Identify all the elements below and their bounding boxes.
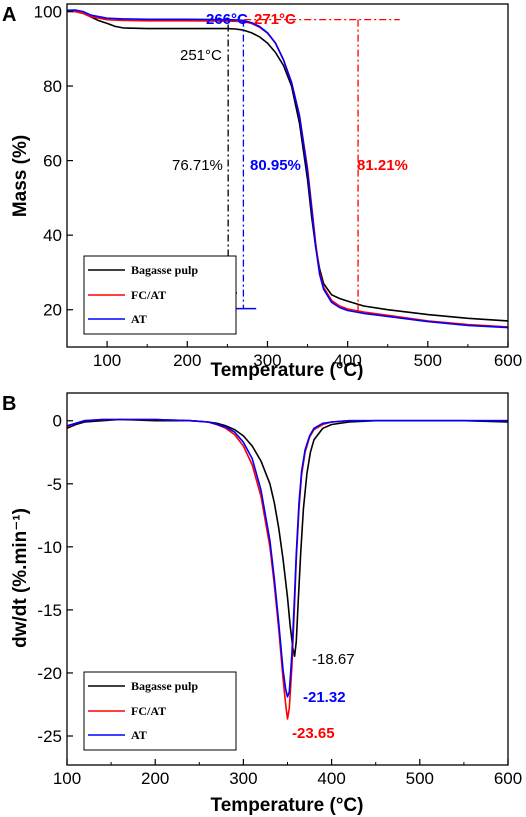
panel-b-x-tick-label-200: 200 (141, 769, 169, 788)
panel-a-x-tick-label-200: 200 (173, 351, 201, 370)
panel-b-x-tick-label-100: 100 (53, 769, 81, 788)
panel-b-y-tick-label-15: -15 (37, 601, 62, 620)
panel-b-y-tick-label-20: -20 (37, 664, 62, 683)
panel-a-annotations: 251°C 266°C 271°C 76.71% 80.95% 81.21% (172, 11, 408, 174)
panel-b-letter: B (2, 393, 16, 415)
panel-a-legend: Bagasse pulp FC/AT AT (83, 255, 237, 335)
panel-a-x-tick-label-400: 400 (333, 351, 361, 370)
panel-a-series (66, 9, 509, 329)
legend-label-at: AT (131, 312, 147, 326)
panel-b: B 100 200 300 400 500 600 0 -5 -10 -15 -20 -25 Temp… (2, 392, 522, 816)
panel-a-y-tick-label-20: 20 (43, 301, 62, 320)
annotation-266c: 266°C (206, 11, 248, 28)
legend-label-at: AT (131, 728, 147, 742)
annotation-18-67: -18.67 (312, 651, 355, 668)
panel-b-y-tick-label-5: -5 (47, 475, 62, 494)
annotation-80-95: 80.95% (250, 157, 301, 174)
panel-a-x-title: Temperature (°C) (211, 360, 364, 381)
panel-a-y-tick-label-80: 80 (43, 77, 62, 96)
panel-a-markers (219, 19, 400, 312)
panel-b-x-tick-label-400: 400 (317, 769, 345, 788)
legend-label-fc-at: FC/AT (131, 704, 166, 718)
annotation-251c: 251°C (180, 47, 222, 64)
panel-a-line-at (66, 9, 509, 329)
panel-b-line-bagasse-pulp (66, 418, 509, 658)
annotation-81-21: 81.21% (357, 157, 408, 174)
legend-label-bagasse-pulp: Bagasse pulp (131, 263, 198, 277)
panel-b-x-tick-label-300: 300 (229, 769, 257, 788)
panel-a-y-tick-label-60: 60 (43, 152, 62, 171)
panel-a-x-tick-label-100: 100 (93, 351, 121, 370)
panel-a-ticks: 100 200 300 400 500 600 20 40 60 80 100 (34, 2, 523, 370)
legend-label-fc-at: FC/AT (131, 288, 166, 302)
panel-a-x-tick-label-600: 600 (494, 351, 522, 370)
annotation-76-71: 76.71% (172, 157, 223, 174)
panel-a-plot-frame (66, 3, 509, 348)
panel-b-line-at (66, 418, 508, 698)
panel-b-x-tick-label-600: 600 (494, 769, 522, 788)
panel-a-y-tick-label-40: 40 (43, 226, 62, 245)
panel-b-y-tick-label-10: -10 (37, 538, 62, 557)
annotation-23-65: -23.65 (292, 725, 335, 742)
panel-a-y-title: Mass (%) (10, 135, 31, 217)
panel-b-x-tick-label-500: 500 (406, 769, 434, 788)
panel-b-x-title: Temperature (°C) (211, 795, 364, 816)
panel-b-y-tick-label-0: 0 (53, 412, 62, 431)
panel-a-x-tick-label-500: 500 (414, 351, 442, 370)
annotation-21-32: -21.32 (303, 689, 346, 706)
panel-b-ticks: 100 200 300 400 500 600 0 -5 -10 -15 -20 -25 (37, 412, 522, 788)
panel-a-letter: A (2, 4, 16, 26)
panel-b-annotations: -18.67 -21.32 -23.65 (292, 651, 355, 742)
panel-a: A 100 200 300 400 500 600 20 40 60 80 100 Temperat… (2, 2, 522, 381)
legend-label-bagasse-pulp: Bagasse pulp (131, 679, 198, 693)
panel-a-x-tick-label-300: 300 (253, 351, 281, 370)
panel-a-line-bagasse-pulp (67, 10, 509, 322)
panel-b-y-tick-label-25: -25 (37, 727, 62, 746)
panel-b-y-title: dw/dt (%.min⁻¹) (10, 508, 31, 648)
annotation-271c: 271°C (254, 11, 296, 28)
panel-b-legend: Bagasse pulp FC/AT AT (83, 671, 237, 751)
panel-a-y-tick-label-100: 100 (34, 2, 62, 21)
panel-b-series (66, 418, 509, 720)
